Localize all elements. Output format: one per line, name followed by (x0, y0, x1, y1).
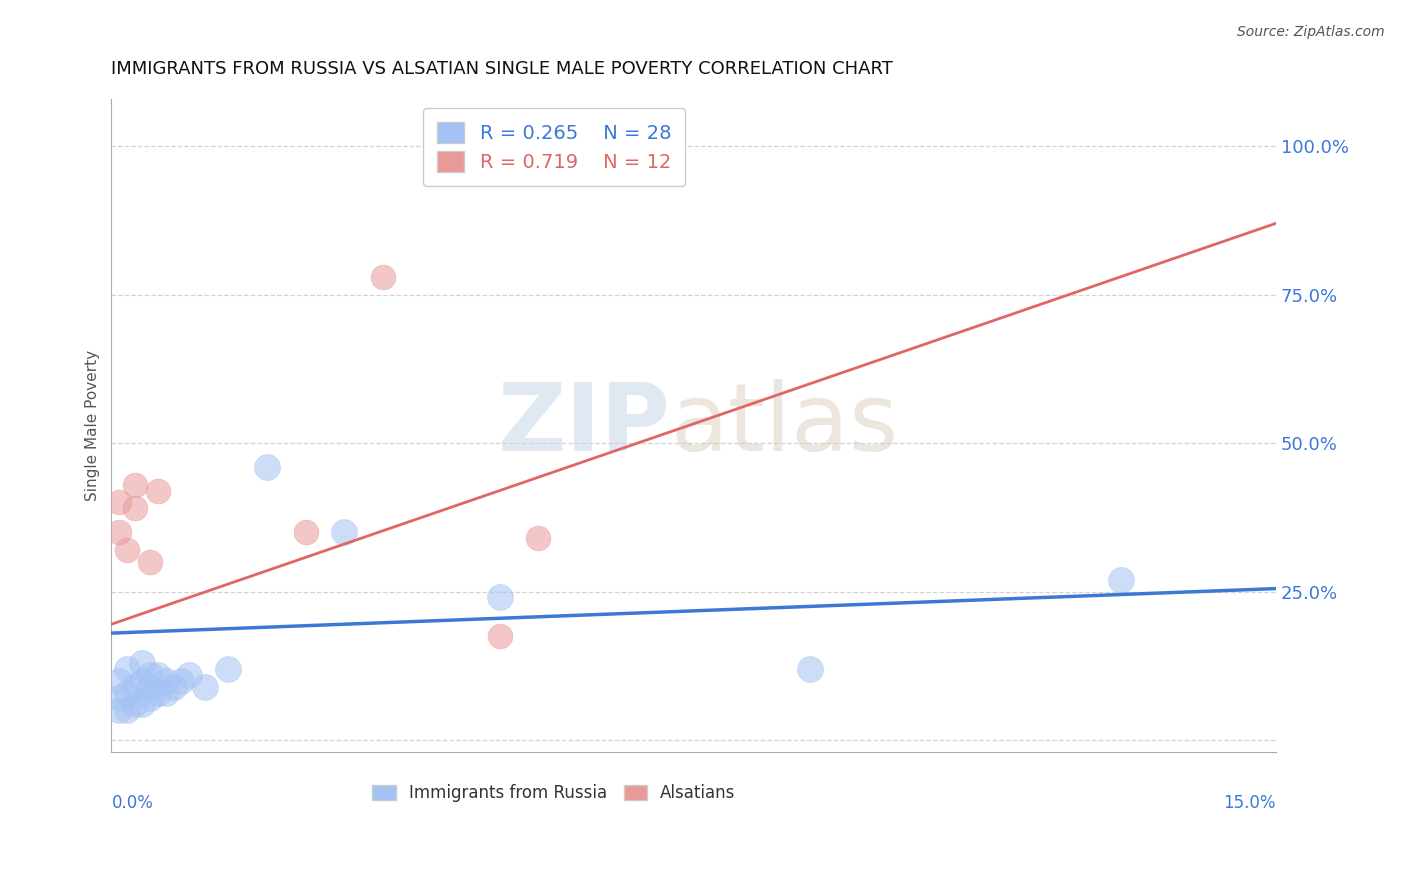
Point (108, 691, 131, 706)
Point (527, 531, 550, 545)
Point (139, 691, 162, 706)
Point (139, 667, 162, 681)
Point (373, 269, 395, 284)
Text: 0.0%: 0.0% (111, 795, 153, 813)
Point (108, 703, 131, 717)
Point (108, 525, 131, 540)
Point (488, 591, 510, 605)
Text: Source: ZipAtlas.com: Source: ZipAtlas.com (1237, 25, 1385, 39)
Text: atlas: atlas (671, 379, 898, 471)
Point (131, 673, 153, 688)
Point (194, 680, 217, 694)
Point (108, 673, 131, 688)
Point (146, 685, 169, 699)
Point (256, 459, 278, 474)
Legend: Immigrants from Russia, Alsatians: Immigrants from Russia, Alsatians (366, 778, 742, 809)
Point (155, 685, 177, 699)
Text: IMMIGRANTS FROM RUSSIA VS ALSATIAN SINGLE MALE POVERTY CORRELATION CHART: IMMIGRANTS FROM RUSSIA VS ALSATIAN SINGL… (111, 60, 893, 78)
Point (294, 525, 316, 540)
Point (146, 667, 169, 681)
Point (139, 680, 162, 694)
Point (139, 555, 162, 569)
Point (124, 477, 146, 491)
Point (108, 495, 131, 509)
Point (131, 698, 153, 712)
Y-axis label: Single Male Poverty: Single Male Poverty (86, 350, 100, 500)
Point (155, 673, 177, 688)
Point (567, 139, 589, 153)
Point (488, 629, 510, 643)
Point (131, 656, 153, 670)
Point (170, 673, 193, 688)
Point (124, 698, 146, 712)
Point (124, 501, 146, 516)
Point (115, 543, 138, 558)
Point (1109, 573, 1132, 587)
Text: 15.0%: 15.0% (1223, 795, 1277, 813)
Point (799, 662, 821, 676)
Point (115, 685, 138, 699)
Point (146, 483, 169, 498)
Point (177, 667, 200, 681)
Point (217, 662, 239, 676)
Point (333, 525, 356, 540)
Point (124, 680, 146, 694)
Point (115, 662, 138, 676)
Point (115, 703, 138, 717)
Point (162, 680, 184, 694)
Text: ZIP: ZIP (498, 379, 671, 471)
